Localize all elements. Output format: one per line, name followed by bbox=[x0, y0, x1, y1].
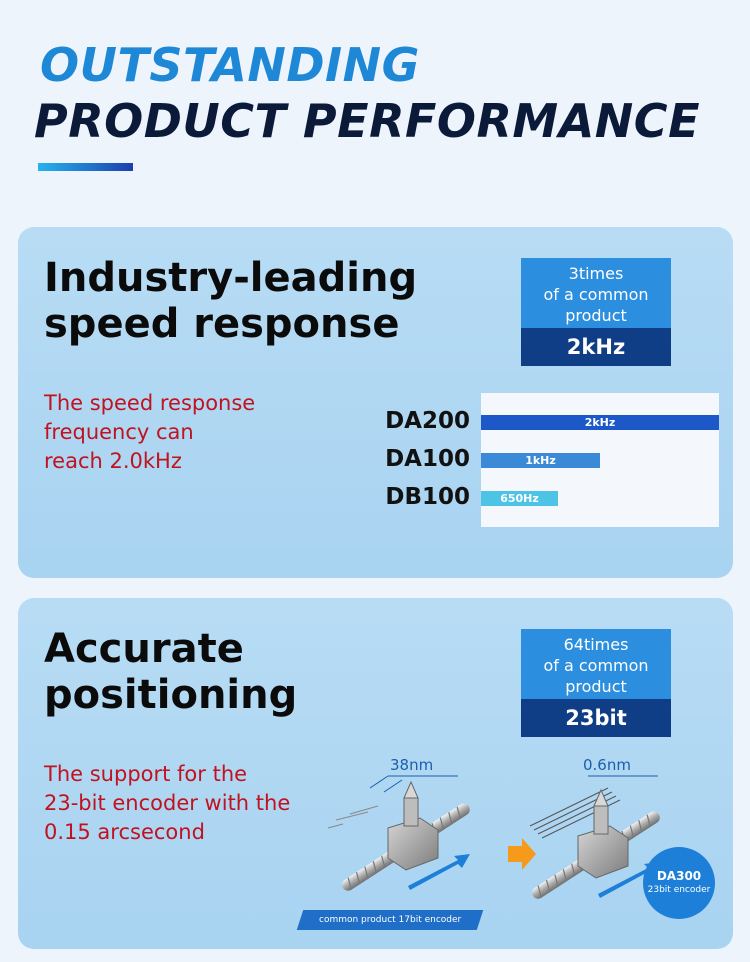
speed-heading: Industry-leading speed response bbox=[44, 255, 417, 347]
positioning-badge-line-1: 64times bbox=[563, 635, 629, 654]
right-dimension-label: 0.6nm bbox=[583, 756, 631, 774]
positioning-heading-line-1: Accurate bbox=[44, 626, 244, 672]
chart-bar: 2kHz bbox=[481, 415, 719, 430]
positioning-badge: 64times of a common product 23bit bbox=[521, 629, 671, 737]
chart-bar: 1kHz bbox=[481, 453, 600, 468]
speed-badge-line-3: product bbox=[565, 306, 627, 325]
chart-bar-value-label: 1kHz bbox=[525, 454, 556, 467]
speed-badge: 3times of a common product 2kHz bbox=[521, 258, 671, 366]
speed-badge-line-1: 3times bbox=[568, 264, 624, 283]
positioning-heading: Accurate positioning bbox=[44, 626, 297, 718]
speed-response-card: Industry-leading speed response The spee… bbox=[18, 227, 733, 578]
positioning-desc-line-3: 0.15 arcsecond bbox=[44, 820, 205, 844]
positioning-badge-top: 64times of a common product bbox=[521, 629, 671, 699]
chart-bar-value-label: 650Hz bbox=[500, 492, 539, 505]
chart-bar: 650Hz bbox=[481, 491, 558, 506]
title-underline bbox=[38, 163, 133, 171]
positioning-description: The support for the 23-bit encoder with … bbox=[44, 760, 290, 847]
title-line-2: PRODUCT PERFORMANCE bbox=[34, 94, 700, 148]
left-actuator-icon bbox=[342, 780, 470, 891]
chart-category-label: DA200 bbox=[385, 408, 470, 434]
positioning-badge-value: 23bit bbox=[521, 699, 671, 737]
speed-desc-line-1: The speed response bbox=[44, 391, 256, 415]
speed-description: The speed response frequency can reach 2… bbox=[44, 389, 255, 476]
positioning-card: Accurate positioning The support for the… bbox=[18, 598, 733, 949]
common-product-caption: common product 17bit encoder bbox=[296, 910, 484, 930]
positioning-badge-line-3: product bbox=[565, 677, 627, 696]
speed-badge-value: 2kHz bbox=[521, 328, 671, 366]
left-dimension-label: 38nm bbox=[390, 756, 434, 774]
positioning-badge-line-2: of a common bbox=[543, 656, 649, 675]
speed-desc-line-3: reach 2.0kHz bbox=[44, 449, 182, 473]
encoder-illustration bbox=[327, 775, 660, 899]
chart-bar-value-label: 2kHz bbox=[584, 416, 616, 429]
da300-badge: DA300 23bit encoder bbox=[643, 847, 715, 919]
da300-sub: 23bit encoder bbox=[647, 885, 711, 895]
chart-category-label: DA100 bbox=[385, 446, 470, 472]
title-line-1: OUTSTANDING bbox=[40, 38, 420, 92]
positioning-heading-line-2: positioning bbox=[44, 672, 298, 718]
chart-category-label: DB100 bbox=[385, 484, 470, 510]
speed-badge-top: 3times of a common product bbox=[521, 258, 671, 328]
da300-model: DA300 bbox=[656, 869, 702, 883]
speed-heading-line-2: speed response bbox=[44, 301, 400, 347]
right-arrow-icon bbox=[508, 838, 536, 870]
caption-text: common product 17bit encoder bbox=[318, 915, 462, 925]
positioning-desc-line-1: The support for the bbox=[44, 762, 248, 786]
speed-heading-line-1: Industry-leading bbox=[44, 255, 418, 301]
speed-desc-line-2: frequency can bbox=[44, 420, 194, 444]
speed-badge-line-2: of a common bbox=[543, 285, 649, 304]
left-dimension-lines bbox=[327, 775, 458, 829]
positioning-desc-line-2: 23-bit encoder with the bbox=[44, 791, 291, 815]
